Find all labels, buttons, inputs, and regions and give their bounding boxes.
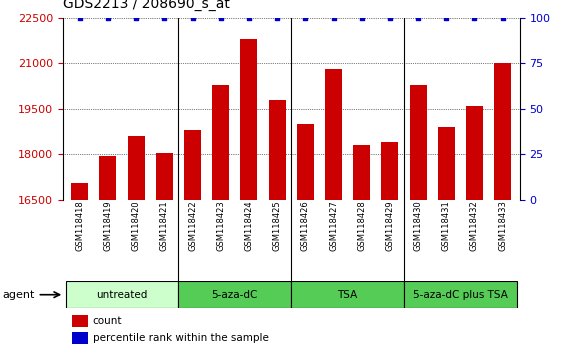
Point bbox=[329, 15, 338, 21]
Text: GSM118423: GSM118423 bbox=[216, 200, 225, 251]
Text: GSM118433: GSM118433 bbox=[498, 200, 507, 251]
Point bbox=[301, 15, 310, 21]
Point bbox=[75, 15, 85, 21]
Text: count: count bbox=[93, 316, 122, 326]
Bar bbox=[212, 85, 229, 200]
Text: GSM118419: GSM118419 bbox=[103, 200, 112, 251]
Bar bbox=[381, 142, 399, 200]
Text: 5-aza-dC: 5-aza-dC bbox=[212, 290, 258, 300]
Text: 5-aza-dC plus TSA: 5-aza-dC plus TSA bbox=[413, 290, 508, 300]
Bar bbox=[494, 63, 511, 200]
Point bbox=[357, 15, 366, 21]
Text: GDS2213 / 208690_s_at: GDS2213 / 208690_s_at bbox=[63, 0, 230, 11]
FancyBboxPatch shape bbox=[66, 281, 178, 308]
Point bbox=[131, 15, 140, 21]
Bar bbox=[353, 145, 370, 200]
Text: GSM118420: GSM118420 bbox=[132, 200, 140, 251]
Point bbox=[413, 15, 423, 21]
Point bbox=[244, 15, 254, 21]
Text: agent: agent bbox=[3, 290, 35, 300]
Bar bbox=[156, 153, 173, 200]
Bar bbox=[240, 39, 258, 200]
Point bbox=[470, 15, 479, 21]
Text: GSM118432: GSM118432 bbox=[470, 200, 479, 251]
Text: GSM118431: GSM118431 bbox=[442, 200, 451, 251]
Bar bbox=[325, 69, 342, 200]
Point bbox=[442, 15, 451, 21]
Text: GSM118425: GSM118425 bbox=[272, 200, 282, 251]
Point bbox=[188, 15, 197, 21]
Text: GSM118427: GSM118427 bbox=[329, 200, 338, 251]
Point bbox=[216, 15, 226, 21]
Text: GSM118424: GSM118424 bbox=[244, 200, 254, 251]
Bar bbox=[268, 100, 286, 200]
Text: GSM118422: GSM118422 bbox=[188, 200, 197, 251]
Point bbox=[498, 15, 507, 21]
Point bbox=[103, 15, 112, 21]
Bar bbox=[72, 332, 88, 344]
Bar bbox=[99, 156, 116, 200]
Text: GSM118418: GSM118418 bbox=[75, 200, 85, 251]
Text: percentile rank within the sample: percentile rank within the sample bbox=[93, 333, 268, 343]
Text: GSM118429: GSM118429 bbox=[385, 200, 395, 251]
Text: untreated: untreated bbox=[96, 290, 148, 300]
Bar bbox=[128, 136, 144, 200]
Bar bbox=[72, 315, 88, 327]
Point bbox=[385, 15, 395, 21]
Point bbox=[272, 15, 282, 21]
Text: TSA: TSA bbox=[337, 290, 357, 300]
FancyBboxPatch shape bbox=[404, 281, 517, 308]
Bar bbox=[297, 124, 314, 200]
Point bbox=[160, 15, 169, 21]
FancyBboxPatch shape bbox=[178, 281, 291, 308]
Bar bbox=[184, 130, 201, 200]
Text: GSM118430: GSM118430 bbox=[413, 200, 423, 251]
Text: GSM118421: GSM118421 bbox=[160, 200, 169, 251]
Bar bbox=[466, 106, 483, 200]
Bar bbox=[409, 85, 427, 200]
Bar bbox=[438, 127, 455, 200]
Bar bbox=[71, 183, 88, 200]
Text: GSM118426: GSM118426 bbox=[301, 200, 310, 251]
FancyBboxPatch shape bbox=[291, 281, 404, 308]
Text: GSM118428: GSM118428 bbox=[357, 200, 366, 251]
